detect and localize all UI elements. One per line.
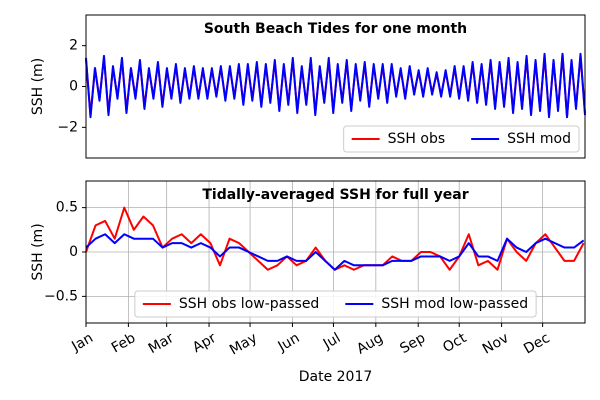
y-axis-label: SSH (m) [30, 58, 46, 115]
y-axis-label: SSH (m) [30, 223, 46, 280]
x-tick-label: Nov [480, 330, 512, 358]
x-tick-label: Mar [146, 330, 177, 357]
data-line [85, 52, 586, 119]
legend-label: SSH mod [507, 131, 571, 147]
y-tick-label: 2 [69, 38, 78, 54]
legend-label: SSH mod low-passed [381, 296, 528, 312]
data-line [85, 233, 585, 271]
x-tick-label: Jun [275, 330, 303, 355]
legend-label: SSH obs [388, 131, 446, 147]
x-tick-label: Apr [190, 330, 219, 356]
x-tick-label: Feb [109, 330, 139, 356]
y-tick-label: 0 [69, 79, 78, 95]
y-tick-label: 0 [69, 244, 78, 260]
y-tick-label: −0.5 [44, 288, 78, 304]
x-tick-label: Aug [354, 330, 386, 358]
legend-label: SSH obs low-passed [179, 296, 319, 312]
x-axis-label: Date 2017 [299, 369, 373, 385]
y-tick-label: −2 [57, 119, 78, 135]
legend: SSH obs low-passed SSH mod low-passed [134, 290, 537, 318]
legend-box [134, 290, 537, 318]
x-tick-label: Jan [68, 330, 96, 355]
chart-title: Tidally-averaged SSH for full year [202, 187, 468, 203]
legend: SSH obs SSH mod [343, 125, 580, 153]
x-tick-label: Dec [521, 330, 552, 357]
data-line [85, 206, 585, 271]
plot-frame [85, 180, 586, 324]
x-tick-label: Oct [440, 330, 469, 356]
legend-box [343, 125, 580, 153]
plot-frame [85, 14, 586, 159]
x-tick-label: Sep [397, 330, 428, 357]
x-tick-label: May [227, 330, 260, 358]
y-tick-label: 0.5 [56, 200, 78, 216]
chart-title: South Beach Tides for one month [204, 21, 467, 37]
x-tick-label: Jul [320, 330, 344, 353]
